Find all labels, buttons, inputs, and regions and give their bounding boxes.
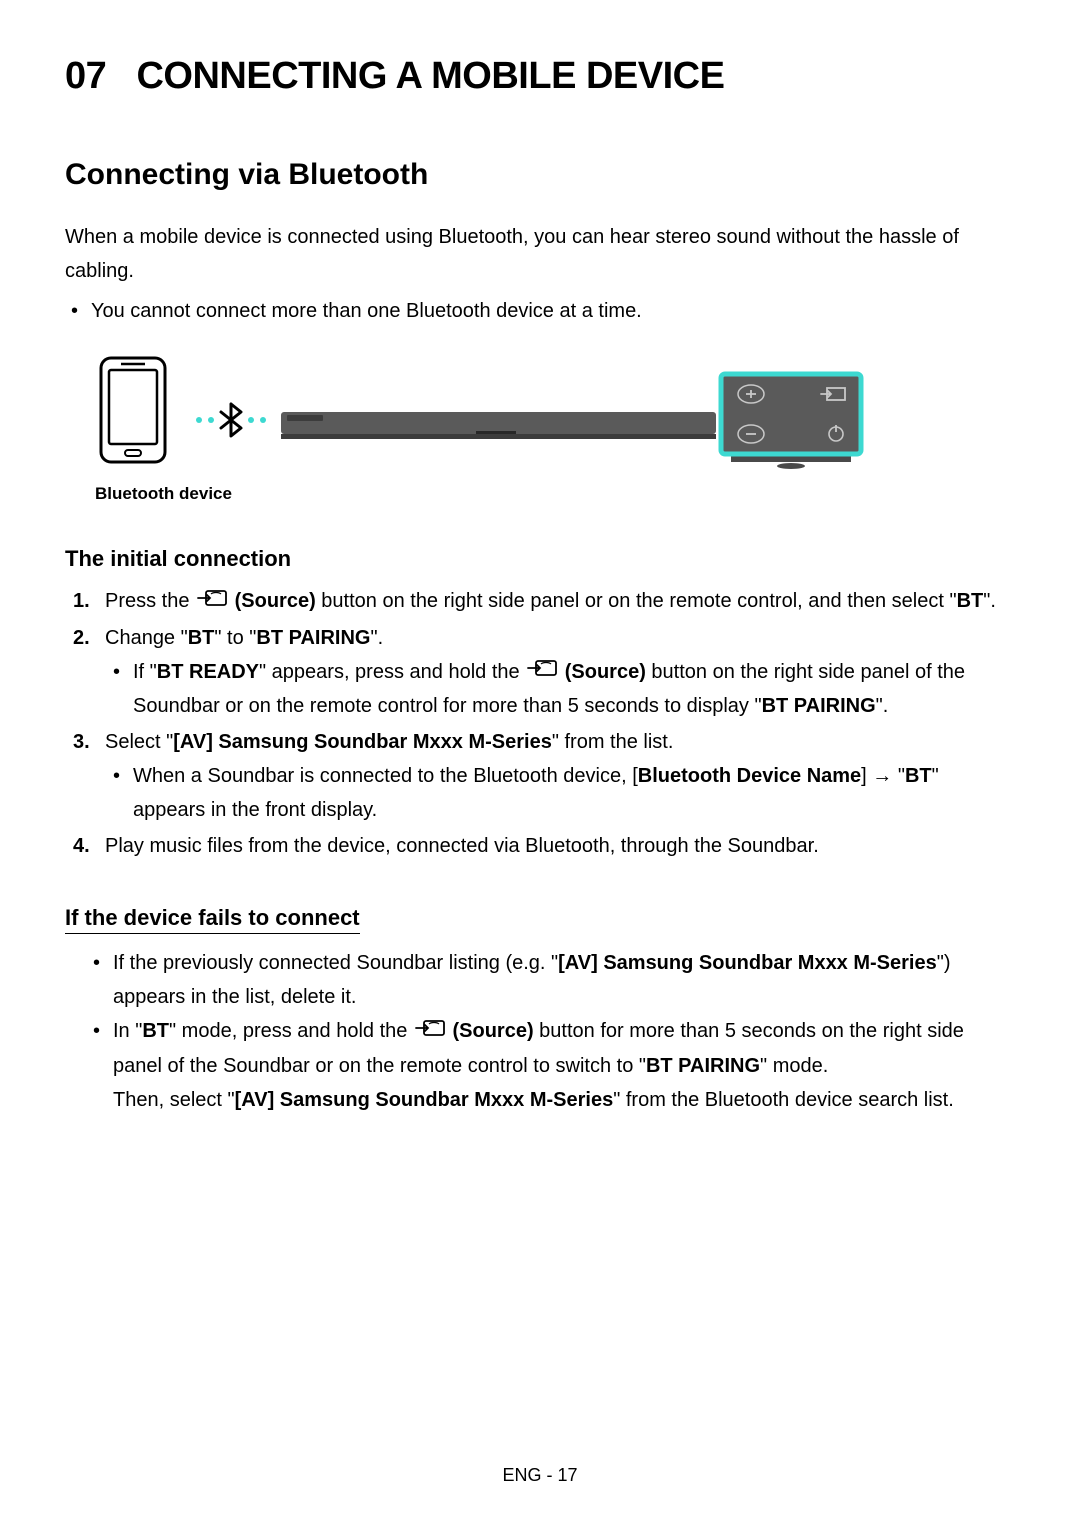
diagram-caption: Bluetooth device — [95, 484, 1015, 504]
text: Change " — [105, 627, 188, 649]
fails-connect-list: If the previously connected Soundbar lis… — [65, 946, 1015, 1117]
step-3-sublist: When a Soundbar is connected to the Blue… — [105, 759, 1015, 827]
fails-connect-heading: If the device fails to connect — [65, 905, 1015, 934]
text: ". — [876, 695, 889, 717]
text: " from the Bluetooth device search list. — [613, 1089, 954, 1111]
bt-device-name: Bluetooth Device Name — [638, 765, 861, 787]
initial-connection-heading: The initial connection — [65, 546, 1015, 572]
step-3-sub: When a Soundbar is connected to the Blue… — [133, 759, 1015, 827]
source-icon — [415, 1013, 445, 1047]
chapter-number: 07 — [65, 55, 106, 97]
step-2: Change "BT" to "BT PAIRING". If "BT READ… — [105, 621, 1015, 724]
chapter-title-text: CONNECTING A MOBILE DEVICE — [136, 55, 724, 97]
step-1: Press the (Source) button on the right s… — [105, 584, 1015, 619]
text: " from the list. — [552, 731, 674, 753]
phone-icon — [101, 358, 165, 462]
step-4: Play music files from the device, connec… — [105, 829, 1015, 863]
section-note: You cannot connect more than one Bluetoo… — [91, 294, 1015, 328]
text: In " — [113, 1020, 142, 1042]
bt-label: BT — [905, 765, 932, 787]
text: button on the right side panel or on the… — [316, 590, 957, 612]
source-label: (Source) — [565, 661, 646, 683]
text: Select " — [105, 731, 173, 753]
text: " mode, press and hold the — [169, 1020, 413, 1042]
side-panel-icon — [721, 374, 861, 469]
text: Press the — [105, 590, 195, 612]
text: ". — [370, 627, 383, 649]
text: ] → " — [861, 765, 905, 787]
text: If the previously connected Soundbar lis… — [113, 952, 558, 974]
text: When a Soundbar is connected to the Blue… — [133, 765, 638, 787]
page-footer: ENG - 17 — [0, 1465, 1080, 1486]
step-2-sublist: If "BT READY" appears, press and hold th… — [105, 655, 1015, 724]
text: " mode. — [760, 1055, 828, 1077]
step-3: Select "[AV] Samsung Soundbar Mxxx M-Ser… — [105, 725, 1015, 827]
device-name: [AV] Samsung Soundbar Mxxx M-Series — [235, 1089, 614, 1111]
device-name: [AV] Samsung Soundbar Mxxx M-Series — [173, 731, 552, 753]
text: " to " — [214, 627, 256, 649]
step-2-sub: If "BT READY" appears, press and hold th… — [133, 655, 1015, 724]
diagram-svg — [81, 356, 921, 476]
soundbar-icon — [281, 412, 716, 439]
bluetooth-diagram: Bluetooth device — [81, 356, 1015, 504]
section-notes-list: You cannot connect more than one Bluetoo… — [65, 294, 1015, 328]
bt-label: BT — [188, 627, 215, 649]
section-intro: When a mobile device is connected using … — [65, 220, 1015, 288]
text: ". — [983, 590, 996, 612]
bt-pairing-label: BT PAIRING — [762, 695, 876, 717]
initial-connection-steps: Press the (Source) button on the right s… — [65, 584, 1015, 863]
fails-bullet-2: In "BT" mode, press and hold the (Source… — [113, 1014, 1015, 1117]
bt-pairing-label: BT PAIRING — [256, 627, 370, 649]
source-label: (Source) — [235, 590, 316, 612]
device-name: [AV] Samsung Soundbar Mxxx M-Series — [558, 952, 937, 974]
bluetooth-connection-icon — [196, 404, 266, 436]
bt-label: BT — [142, 1020, 169, 1042]
text: " appears, press and hold the — [259, 661, 525, 683]
fails-bullet-1: If the previously connected Soundbar lis… — [113, 946, 1015, 1014]
bt-pairing-label: BT PAIRING — [646, 1055, 760, 1077]
bt-label: BT — [957, 590, 984, 612]
text: Then, select " — [113, 1089, 235, 1111]
source-label: (Source) — [453, 1020, 534, 1042]
source-icon — [197, 583, 227, 617]
source-icon — [527, 653, 557, 687]
fails-connect-heading-text: If the device fails to connect — [65, 905, 360, 934]
chapter-title: 07 CONNECTING A MOBILE DEVICE — [65, 55, 1015, 98]
section-title: Connecting via Bluetooth — [65, 158, 1015, 192]
bt-ready-label: BT READY — [157, 661, 259, 683]
text: If " — [133, 661, 157, 683]
